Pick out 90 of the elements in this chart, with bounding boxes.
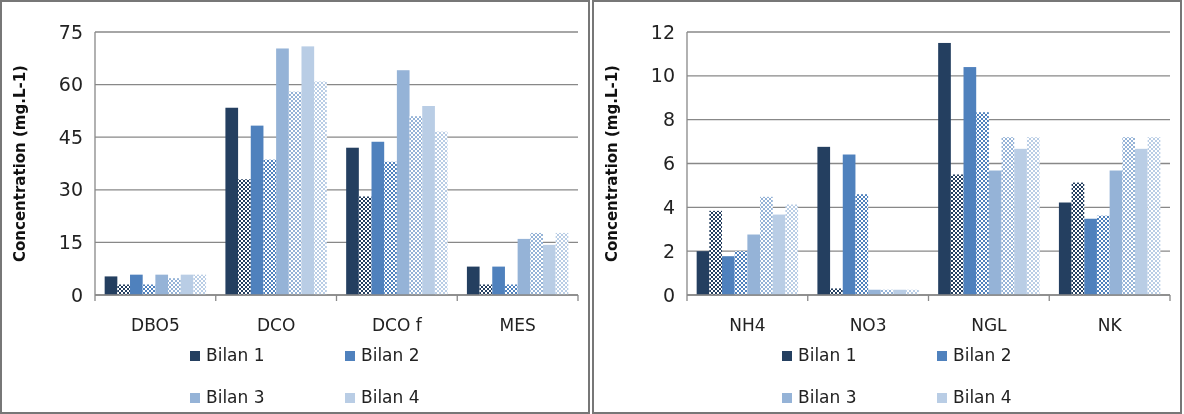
legend-label: Bilan 3 [798, 387, 857, 407]
bar [250, 125, 264, 295]
bar [396, 70, 410, 295]
bar [772, 214, 786, 295]
bar [722, 256, 735, 295]
x-tick-label: NO3 [849, 315, 887, 335]
bar [1026, 137, 1040, 295]
bar [1096, 215, 1110, 295]
bar [988, 170, 1002, 295]
y-tick-label: 10 [650, 64, 675, 87]
bar [517, 238, 531, 295]
bar [314, 81, 327, 295]
x-tick-label: DBO5 [131, 315, 180, 335]
bar [422, 105, 435, 295]
y-tick-label: 0 [70, 283, 83, 306]
bar [696, 251, 710, 295]
bar [104, 276, 118, 295]
bar [1058, 202, 1072, 295]
bar [976, 112, 989, 295]
bar [466, 266, 480, 295]
bar [817, 146, 831, 295]
x-tick-label: DCO f [372, 315, 423, 335]
bar [371, 141, 385, 295]
y-tick-label: 6 [662, 152, 675, 175]
bar [384, 161, 397, 295]
bar [288, 91, 302, 295]
bar [346, 147, 359, 295]
bar [842, 154, 856, 295]
bar [785, 204, 799, 295]
legend-label: Bilan 1 [206, 345, 265, 365]
bar [504, 284, 518, 295]
bar [238, 179, 251, 295]
bar [193, 274, 207, 295]
legend-label: Bilan 3 [206, 387, 265, 407]
bar [555, 232, 569, 295]
legend-label: Bilan 2 [361, 345, 420, 365]
y-tick-label: 2 [662, 239, 675, 262]
bar [1071, 182, 1085, 295]
y-axis-title: Concentration (mg.L-1) [11, 65, 29, 262]
bar [263, 159, 277, 295]
bar [1122, 137, 1135, 295]
x-tick-label: MES [499, 315, 536, 335]
bar [963, 67, 977, 295]
x-tick-label: NGL [971, 315, 1008, 335]
y-tick-label: 30 [58, 178, 83, 201]
y-tick-label: 45 [58, 125, 83, 148]
x-tick-label: NH4 [729, 315, 766, 335]
bar [225, 107, 239, 295]
bar [117, 284, 131, 295]
x-tick-label: NK [1097, 315, 1123, 335]
bar [760, 196, 773, 295]
bar [1147, 137, 1161, 295]
bar [1109, 170, 1123, 295]
bar [479, 284, 493, 295]
bar [301, 46, 315, 295]
bar [938, 42, 951, 295]
bar [950, 174, 964, 295]
bar [734, 251, 748, 295]
bar [276, 48, 289, 295]
bar [709, 210, 723, 295]
bar [130, 274, 143, 295]
y-tick-label: 12 [650, 20, 675, 43]
bar [142, 284, 156, 295]
bar [358, 196, 372, 295]
bar [168, 278, 181, 295]
x-tick-label: DCO [256, 315, 296, 335]
bar [530, 232, 543, 295]
bar [1134, 148, 1148, 295]
bar [155, 274, 169, 295]
y-axis-title: Concentration (mg.L-1) [603, 65, 621, 262]
y-tick-label: 60 [58, 73, 83, 96]
bar [747, 234, 761, 295]
legend-label: Bilan 4 [953, 387, 1012, 407]
y-tick-label: 75 [58, 20, 83, 43]
y-tick-label: 0 [662, 283, 675, 306]
bar [1014, 148, 1027, 295]
bar [830, 288, 843, 295]
bar [409, 116, 423, 295]
legend-label: Bilan 4 [361, 387, 420, 407]
legend-label: Bilan 1 [798, 345, 857, 365]
bar [492, 266, 505, 295]
bar [434, 131, 448, 295]
bar [1084, 218, 1097, 295]
bar [542, 244, 556, 295]
y-tick-label: 15 [58, 231, 83, 254]
y-tick-label: 8 [662, 108, 675, 131]
y-tick-label: 4 [662, 195, 675, 218]
bar [1001, 137, 1015, 295]
bar [855, 194, 869, 295]
legend-label: Bilan 2 [953, 345, 1012, 365]
